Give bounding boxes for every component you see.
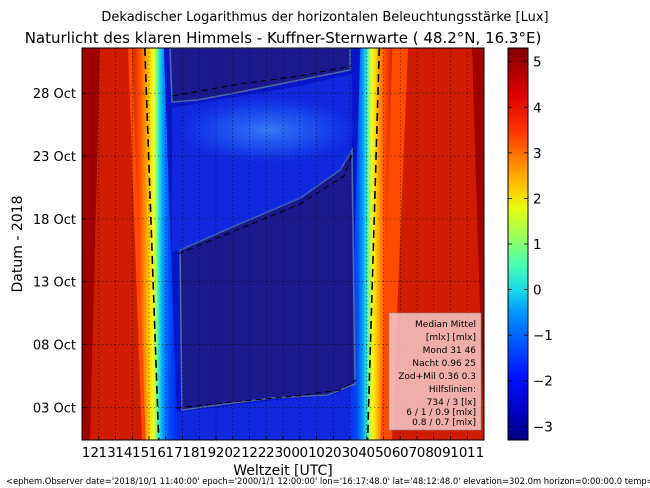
chart-subtitle: Naturlicht des klaren Himmels - Kuffner-… — [25, 29, 542, 47]
x-tick-label: 10 — [450, 445, 467, 461]
x-tick-label: 05 — [367, 445, 384, 461]
colorbar-tick-label: 5 — [533, 55, 542, 71]
x-tick-label: 09 — [434, 445, 451, 461]
legend-box: Median Mittel [mlx] [mlx] Mond 31 46 Nac… — [388, 312, 482, 431]
legend-line-8: 6 / 1 / 0.9 [mlx] — [406, 408, 476, 418]
y-tick-label: 03 Oct — [33, 401, 76, 416]
legend-line-5: Zod+Mil 0.36 0.3 — [398, 372, 476, 382]
footer-observer-text: <ephem.Observer date='2018/10/1 11:40:00… — [6, 476, 650, 486]
day-dark-band-left — [82, 48, 100, 440]
x-tick-label: 22 — [249, 445, 266, 461]
x-tick-label: 15 — [132, 445, 149, 461]
x-tick-label: 08 — [417, 445, 434, 461]
x-tick-label: 18 — [182, 445, 199, 461]
dawn-twilight-band — [348, 48, 393, 440]
legend-line-9: 0.8 / 0.7 [mlx] — [412, 418, 476, 428]
y-tick-label: 18 Oct — [33, 213, 76, 228]
y-axis-label: Datum - 2018 — [10, 196, 26, 293]
colorbar-tick-label: 2 — [533, 191, 542, 207]
legend-line-3: Mond 31 46 — [423, 346, 477, 356]
x-tick-label: 19 — [199, 445, 216, 461]
legend-line-2: [mlx] [mlx] — [426, 333, 476, 343]
legend-line-4: Nacht 0.96 25 — [412, 359, 476, 369]
day-orange-band-right — [376, 48, 408, 440]
contour-line — [171, 65, 353, 97]
x-tick-label: 03 — [333, 445, 350, 461]
x-tick-label: 16 — [149, 445, 166, 461]
heatmap-area — [82, 48, 484, 440]
y-tick-label: 28 Oct — [33, 87, 76, 102]
legend-line-6: Hilfslinien: — [429, 385, 476, 395]
colorbar-tick-label: −2 — [533, 374, 553, 390]
x-tick-label: 00 — [283, 445, 300, 461]
x-tick-label: 17 — [166, 445, 183, 461]
legend-line-1: Median Mittel — [415, 320, 476, 330]
x-tick-label: 02 — [316, 445, 333, 461]
colorbar-tick-label: 0 — [533, 283, 542, 299]
x-tick-label: 21 — [233, 445, 250, 461]
x-tick-label: 01 — [300, 445, 317, 461]
colorbar-tick-label: −3 — [533, 419, 553, 435]
colorbar-ticks: 5 4 3 2 1 0 −1 −2 −3 — [508, 55, 553, 435]
chart-title: Dekadischer Logarithmus der horizontalen… — [101, 10, 548, 25]
x-tick-label: 23 — [266, 445, 283, 461]
y-tick-label: 23 Oct — [33, 150, 76, 165]
colorbar-tick-label: 3 — [533, 146, 542, 162]
x-tick-label: 13 — [99, 445, 116, 461]
colorbar-tick-label: 1 — [533, 237, 542, 253]
x-axis: 12 13 14 15 16 17 18 19 20 21 22 23 00 01 02 03 04 05 06 07… — [81, 436, 484, 461]
colorbar-tick-label: −1 — [533, 328, 553, 344]
sunrise-line — [366, 48, 381, 440]
dusk-twilight-band — [131, 48, 178, 440]
contour-line — [175, 379, 357, 409]
legend-line-7: 734 / 3 [lx] — [427, 398, 476, 408]
x-axis-label: Weltzeit [UTC] — [233, 463, 332, 479]
x-tick-label: 06 — [383, 445, 400, 461]
x-tick-label: 20 — [216, 445, 233, 461]
x-tick-label: 04 — [350, 445, 367, 461]
colorbar-tick-label: 4 — [533, 100, 542, 116]
x-tick-label: 11 — [467, 445, 484, 461]
moonlit-band — [172, 74, 352, 252]
sunset-line — [144, 48, 160, 440]
x-tick-label: 12 — [82, 445, 99, 461]
y-axis: 03 Oct 08 Oct 13 Oct 18 Oct 23 Oct 28 Oct — [33, 87, 86, 416]
grid — [82, 48, 484, 440]
y-tick-label: 13 Oct — [33, 276, 76, 291]
x-tick-label: 07 — [400, 445, 417, 461]
x-tick-label: 14 — [115, 445, 132, 461]
colorbar: 5 4 3 2 1 0 −1 −2 −3 — [507, 47, 553, 441]
y-tick-label: 08 Oct — [33, 339, 76, 354]
